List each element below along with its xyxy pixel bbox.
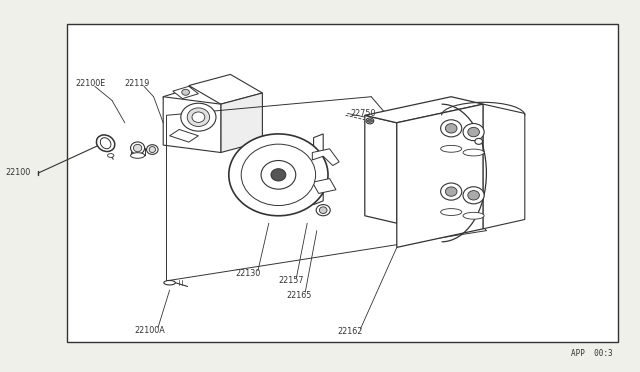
Polygon shape bbox=[163, 97, 221, 153]
Ellipse shape bbox=[440, 183, 462, 200]
Polygon shape bbox=[365, 97, 483, 123]
Polygon shape bbox=[163, 84, 237, 147]
Polygon shape bbox=[397, 104, 483, 247]
Ellipse shape bbox=[97, 135, 115, 151]
Circle shape bbox=[108, 154, 114, 157]
Ellipse shape bbox=[463, 187, 484, 204]
Ellipse shape bbox=[463, 212, 484, 219]
Ellipse shape bbox=[440, 120, 462, 137]
Polygon shape bbox=[312, 179, 336, 193]
Ellipse shape bbox=[261, 161, 296, 189]
Ellipse shape bbox=[445, 187, 457, 196]
Ellipse shape bbox=[134, 144, 142, 152]
Ellipse shape bbox=[182, 89, 189, 95]
Polygon shape bbox=[483, 104, 525, 229]
Bar bbox=[67, 24, 618, 342]
Circle shape bbox=[367, 119, 372, 122]
Text: 22130: 22130 bbox=[236, 269, 260, 278]
Ellipse shape bbox=[100, 138, 111, 149]
Ellipse shape bbox=[181, 103, 216, 131]
Ellipse shape bbox=[475, 138, 483, 144]
Ellipse shape bbox=[440, 145, 462, 152]
Text: 22165: 22165 bbox=[286, 291, 312, 300]
Text: 22100A: 22100A bbox=[134, 326, 165, 335]
Ellipse shape bbox=[319, 207, 327, 214]
Ellipse shape bbox=[131, 153, 145, 158]
Ellipse shape bbox=[468, 127, 479, 137]
Ellipse shape bbox=[269, 168, 281, 178]
Ellipse shape bbox=[149, 147, 156, 153]
Text: 22100E: 22100E bbox=[76, 79, 106, 88]
Polygon shape bbox=[170, 129, 198, 142]
Ellipse shape bbox=[241, 144, 316, 205]
Ellipse shape bbox=[147, 145, 158, 154]
Ellipse shape bbox=[445, 124, 457, 133]
Ellipse shape bbox=[131, 142, 145, 154]
Polygon shape bbox=[173, 86, 198, 99]
Text: 22750: 22750 bbox=[350, 109, 376, 118]
Ellipse shape bbox=[316, 205, 330, 216]
Ellipse shape bbox=[440, 209, 462, 215]
Ellipse shape bbox=[468, 190, 479, 200]
Polygon shape bbox=[365, 115, 397, 223]
Polygon shape bbox=[221, 93, 262, 153]
Text: 22162: 22162 bbox=[337, 327, 363, 336]
Text: 22100: 22100 bbox=[5, 169, 30, 177]
Text: 22119: 22119 bbox=[125, 79, 150, 88]
Ellipse shape bbox=[366, 118, 374, 124]
Polygon shape bbox=[314, 134, 323, 205]
Text: APP  00:3: APP 00:3 bbox=[572, 349, 613, 358]
Polygon shape bbox=[312, 149, 339, 166]
Ellipse shape bbox=[463, 149, 484, 156]
Ellipse shape bbox=[229, 134, 328, 216]
Ellipse shape bbox=[164, 280, 175, 285]
Ellipse shape bbox=[192, 112, 205, 122]
Polygon shape bbox=[189, 74, 262, 104]
Ellipse shape bbox=[271, 169, 286, 181]
Ellipse shape bbox=[463, 124, 484, 141]
Ellipse shape bbox=[188, 108, 210, 126]
Text: 22157: 22157 bbox=[278, 276, 304, 285]
